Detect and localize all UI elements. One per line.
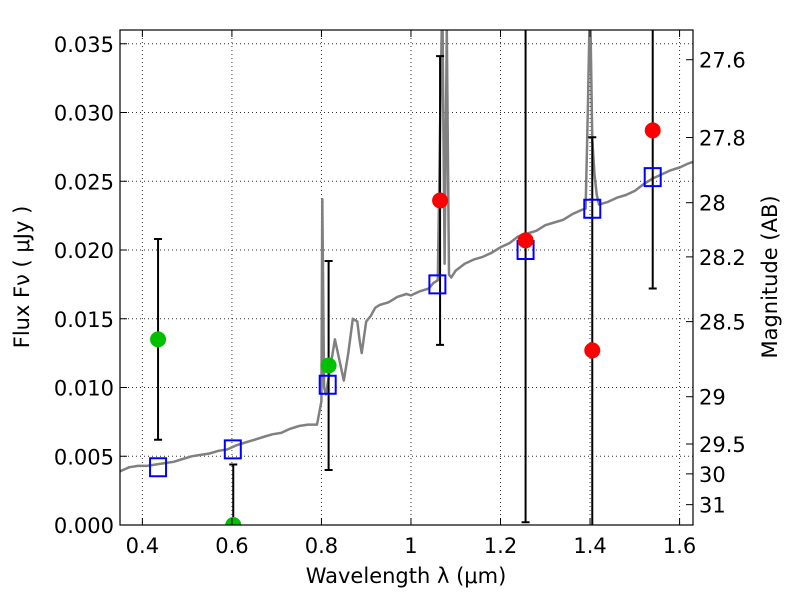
model-flux-marker xyxy=(428,274,447,295)
model-flux-marker xyxy=(583,198,602,219)
y-tick-label: 0.000 xyxy=(54,514,114,538)
x-axis-title: Wavelength λ (μm) xyxy=(306,564,507,588)
grid xyxy=(120,30,693,526)
detections-marker xyxy=(225,517,242,525)
non-detections-marker xyxy=(432,192,449,209)
y2-tick-label: 27.6 xyxy=(699,49,746,73)
y-tick-label: 0.025 xyxy=(54,170,114,194)
tick-layer: 0.4 0.6 0.8 1 1.2 1.4 1.6 0.000 0.005 0.010 0.015 0… xyxy=(54,30,746,558)
x-tick-label: 0.8 xyxy=(305,534,338,558)
y-tick-label: 0.010 xyxy=(54,377,114,401)
y-tick-label: 0.035 xyxy=(54,33,114,57)
y-tick-label: 0.005 xyxy=(54,445,114,469)
y-tick-label: 0.015 xyxy=(54,308,114,332)
detections-marker xyxy=(320,357,337,374)
non-detections-marker xyxy=(644,122,661,139)
non-detections-marker xyxy=(584,342,601,359)
marker-layer xyxy=(149,122,662,525)
y2-tick-label: 29 xyxy=(699,386,726,410)
model-flux-marker xyxy=(318,374,337,395)
model-flux-marker xyxy=(643,167,662,188)
x-tick-label: 1 xyxy=(404,534,417,558)
detections-marker xyxy=(150,331,167,348)
x-tick-label: 1.2 xyxy=(484,534,517,558)
spectrum-line xyxy=(120,30,693,473)
x-tick-label: 0.4 xyxy=(126,534,159,558)
x-tick-label: 1.4 xyxy=(573,534,606,558)
y2-axis-title: Magnitude (AB) xyxy=(758,195,782,358)
x-tick-label: 0.6 xyxy=(215,534,248,558)
y-tick-label: 0.020 xyxy=(54,239,114,263)
plot-frame xyxy=(119,29,694,526)
x-tick-label: 1.6 xyxy=(663,534,696,558)
y2-tick-label: 27.8 xyxy=(699,127,746,151)
y2-tick-label: 28.2 xyxy=(699,246,746,270)
y2-tick-label: 29.5 xyxy=(699,433,746,457)
y2-tick-label: 31 xyxy=(699,494,726,518)
y-tick-label: 0.030 xyxy=(54,102,114,126)
plot-background xyxy=(120,30,693,525)
y2-tick-label: 28 xyxy=(699,192,726,216)
y2-tick-label: 28.5 xyxy=(699,311,746,335)
model-flux-marker xyxy=(223,439,242,460)
spectrum-layer xyxy=(120,30,693,473)
non-detections-marker xyxy=(517,232,534,249)
y-axis-title: Flux Fν ( μJy ) xyxy=(10,206,34,349)
y2-tick-label: 30 xyxy=(699,463,726,487)
model-flux-marker xyxy=(149,457,168,478)
